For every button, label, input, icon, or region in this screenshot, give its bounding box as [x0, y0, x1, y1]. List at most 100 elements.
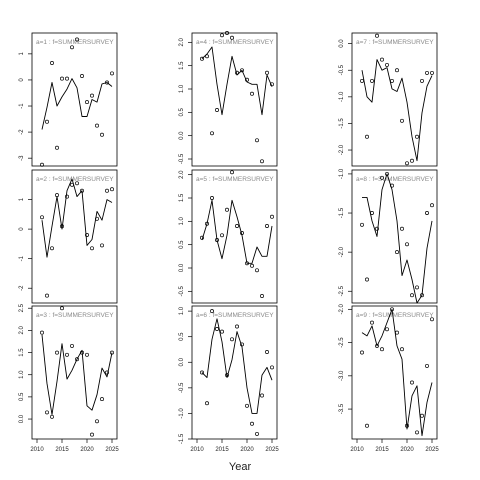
y-tick-label: -2.5	[339, 285, 345, 296]
panel-frame	[191, 305, 278, 440]
data-point	[110, 187, 114, 192]
data-point	[255, 138, 259, 143]
data-point	[270, 214, 274, 219]
data-point	[235, 324, 239, 329]
y-tick-label: -2	[19, 129, 25, 135]
panel-a5: a=5 : f=SUMMERSURVEY -0.5 0.0 0.5 1.0 1.5 2.0	[179, 169, 278, 304]
y-tick-label: 1	[19, 52, 25, 56]
y-tick-label: -3	[19, 155, 25, 161]
data-point	[360, 222, 364, 227]
data-point	[70, 45, 74, 50]
data-point	[230, 170, 234, 175]
y-tick-label: 1.0	[179, 306, 185, 315]
data-point	[365, 134, 369, 139]
data-point	[250, 421, 254, 426]
panel-frame	[191, 32, 278, 167]
data-point	[245, 261, 249, 266]
data-point	[415, 430, 419, 435]
data-point	[390, 78, 394, 83]
data-point	[385, 62, 389, 67]
data-point	[50, 61, 54, 65]
data-point	[75, 357, 79, 362]
data-point	[215, 327, 219, 331]
y-tick-label: 1.0	[179, 217, 185, 226]
data-point	[255, 431, 259, 436]
y-tick-label: -0.5	[179, 153, 185, 164]
y-tick-label: -1.5	[339, 207, 345, 218]
data-point	[400, 226, 404, 231]
data-point	[235, 224, 239, 228]
fitted-line	[201, 318, 273, 414]
y-tick-label: 0.5	[179, 240, 185, 249]
y-axis: -2.5 -2.0 -1.5 -1.0	[339, 168, 352, 296]
y-axis: -2 -1 0 1	[19, 197, 32, 291]
y-tick-label: -2.0	[339, 246, 345, 257]
data-point	[380, 175, 384, 180]
data-point	[410, 158, 414, 163]
data-point	[70, 343, 74, 348]
y-tick-label: -1.0	[339, 91, 345, 102]
y-tick-label: 0	[19, 78, 25, 82]
fitted-line	[41, 334, 113, 416]
data-point	[375, 343, 379, 348]
data-point	[225, 31, 229, 35]
data-point	[45, 410, 49, 415]
data-point	[370, 78, 374, 83]
panel-a3: a=3 : f=SUMMERSURVEY 0.0 0.5 1.0 1.5 2.0 2.5 20…	[19, 303, 119, 453]
y-axis: -3.5 -3.0 -2.5 -2.0	[339, 303, 352, 414]
data-point	[75, 37, 79, 42]
panel-frame	[31, 169, 118, 304]
fitted-line	[361, 59, 433, 162]
data-point	[85, 233, 89, 237]
data-point	[425, 70, 429, 75]
y-tick-label: 1	[19, 197, 25, 201]
data-point	[105, 188, 109, 193]
data-point	[100, 132, 104, 137]
data-point	[245, 403, 249, 408]
data-point	[360, 350, 364, 355]
x-tick-label: 2020	[400, 447, 414, 453]
x-axis-panel: 2010 2015 2020 2025	[30, 439, 119, 453]
y-axis: -0.5 0.0 0.5 1.0 1.5 2.0	[179, 170, 192, 297]
data-point	[40, 162, 44, 167]
data-point	[265, 224, 269, 228]
data-point	[200, 235, 204, 240]
observed-points	[200, 309, 274, 436]
y-tick-label: -1.5	[179, 433, 185, 444]
observed-points	[360, 171, 434, 298]
y-tick-label: 0.5	[179, 332, 185, 341]
y-tick-label: -3.0	[339, 370, 345, 381]
data-point	[390, 307, 394, 312]
data-point	[240, 231, 244, 235]
y-axis: -3 -2 -1 0 1	[19, 52, 32, 161]
data-point	[425, 363, 429, 368]
x-axis-panel: 2010 2015 2020 2025	[350, 439, 439, 453]
data-point	[255, 268, 259, 273]
data-point	[90, 246, 94, 251]
x-axis-title: Year	[229, 461, 252, 473]
data-point	[90, 432, 94, 437]
panel-a6: a=6 : f=SUMMERSURVEY -1.5 -1.0 -0.5 0.0 0.5 1.…	[179, 305, 279, 453]
y-tick-label: 0.0	[339, 39, 345, 48]
data-point	[270, 365, 274, 370]
data-point	[80, 350, 84, 355]
data-point	[200, 370, 204, 375]
x-tick-label: 2015	[55, 447, 69, 453]
data-point	[415, 134, 419, 139]
y-tick-label: -1	[19, 103, 25, 109]
data-point	[105, 80, 109, 85]
x-tick-label: 2025	[105, 447, 119, 453]
y-tick-label: 2.0	[19, 326, 25, 335]
x-tick-label: 2020	[240, 447, 254, 453]
y-tick-label: 0.5	[19, 392, 25, 401]
panel-a1: a=1 : f=SUMMERSURVEY -3 -2 -1 0 1	[19, 32, 118, 167]
panel-a7: a=7 : f=SUMMERSURVEY -2.0 -1.5 -1.0 -0.5 0.0	[339, 32, 438, 167]
data-point	[405, 242, 409, 247]
y-tick-label: 0.0	[179, 357, 185, 366]
data-point	[200, 56, 204, 61]
data-point	[240, 342, 244, 347]
data-point	[405, 161, 409, 166]
fitted-line	[41, 78, 113, 130]
x-tick-label: 2015	[375, 447, 389, 453]
data-point	[80, 74, 84, 78]
